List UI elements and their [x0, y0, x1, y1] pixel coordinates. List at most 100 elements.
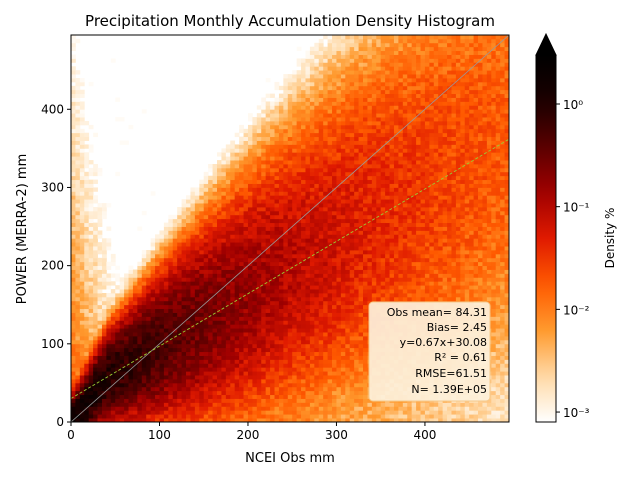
heatmap-cell	[168, 269, 174, 274]
heatmap-cell	[305, 62, 311, 67]
heatmap-cell	[305, 296, 311, 302]
heatmap-cell	[252, 191, 258, 196]
heatmap-cell	[354, 164, 359, 169]
heatmap-cell	[358, 308, 364, 313]
heatmap-cell	[318, 128, 324, 134]
heatmap-cell	[309, 171, 315, 177]
heatmap-cell	[301, 379, 306, 384]
heatmap-cell	[119, 285, 125, 290]
heatmap-cell	[314, 160, 320, 165]
heatmap-cell	[97, 336, 103, 341]
heatmap-cell	[110, 320, 116, 325]
heatmap-cell	[172, 285, 178, 290]
heatmap-cell	[190, 285, 196, 290]
heatmap-cell	[278, 175, 284, 181]
heatmap-cell	[283, 339, 289, 345]
heatmap-cell	[243, 160, 249, 165]
heatmap-cell	[256, 144, 262, 149]
heatmap-cell	[247, 339, 253, 345]
heatmap-cell	[163, 230, 169, 235]
heatmap-cell	[115, 312, 121, 317]
heatmap-cell	[230, 406, 236, 411]
heatmap-cell	[283, 136, 289, 141]
heatmap-cell	[199, 265, 205, 270]
heatmap-cell	[332, 289, 337, 294]
heatmap-cell	[194, 187, 200, 192]
heatmap-cell	[230, 222, 236, 227]
heatmap-cell	[340, 121, 346, 126]
heatmap-cell	[110, 328, 116, 333]
heatmap-cell	[225, 379, 231, 384]
heatmap-cell	[79, 398, 85, 403]
heatmap-cell	[79, 242, 85, 247]
heatmap-cell	[340, 375, 346, 380]
heatmap-cell	[141, 402, 147, 407]
heatmap-cell	[354, 375, 359, 380]
heatmap-cell	[340, 285, 346, 290]
heatmap-cell	[265, 148, 271, 153]
heatmap-cell	[345, 171, 351, 177]
heatmap-cell	[146, 386, 152, 392]
heatmap-cell	[203, 214, 209, 220]
heatmap-cell	[247, 324, 253, 329]
heatmap-cell	[301, 105, 306, 110]
heatmap-cell	[256, 394, 262, 399]
heatmap-cell	[203, 273, 209, 278]
heatmap-cell	[340, 382, 346, 388]
heatmap-cell	[252, 171, 258, 177]
heatmap-cell	[132, 367, 138, 372]
heatmap-cell	[349, 289, 355, 294]
heatmap-cell	[301, 316, 306, 321]
heatmap-cell	[88, 308, 94, 313]
heatmap-cell	[349, 136, 355, 141]
heatmap-cell	[261, 167, 267, 173]
heatmap-cell	[168, 273, 174, 278]
heatmap-cell	[287, 140, 293, 145]
heatmap-cell	[234, 269, 240, 274]
heatmap-cell	[332, 367, 337, 372]
heatmap-cell	[345, 78, 351, 83]
heatmap-cell	[146, 418, 152, 422]
heatmap-cell	[247, 414, 253, 419]
heatmap-cell	[270, 191, 275, 196]
heatmap-cell	[137, 293, 143, 298]
heatmap-cell	[208, 418, 213, 422]
heatmap-cell	[336, 359, 342, 364]
heatmap-cell	[71, 101, 76, 106]
heatmap-cell	[278, 132, 284, 138]
heatmap-cell	[88, 199, 94, 204]
heatmap-cell	[247, 199, 253, 204]
heatmap-cell	[332, 308, 337, 313]
heatmap-cell	[270, 207, 275, 212]
heatmap-cell	[97, 367, 103, 372]
heatmap-cell	[124, 289, 129, 294]
heatmap-cell	[318, 363, 324, 368]
heatmap-cell	[349, 42, 355, 48]
heatmap-cell	[345, 214, 351, 220]
heatmap-cell	[278, 199, 284, 204]
heatmap-cell	[287, 289, 293, 294]
heatmap-cell	[367, 144, 373, 149]
heatmap-cell	[71, 402, 76, 407]
heatmap-cell	[278, 265, 284, 270]
heatmap-cell	[340, 332, 346, 337]
heatmap-cell	[101, 214, 107, 220]
heatmap-cell	[274, 117, 280, 122]
heatmap-cell	[305, 171, 311, 177]
heatmap-cell	[71, 406, 76, 411]
heatmap-cell	[172, 289, 178, 294]
heatmap-cell	[106, 347, 112, 353]
heatmap-cell	[354, 62, 359, 67]
heatmap-cell	[146, 316, 152, 321]
heatmap-cell	[318, 242, 324, 247]
heatmap-cell	[88, 379, 94, 384]
heatmap-cell	[119, 316, 125, 321]
heatmap-cell	[323, 46, 328, 52]
heatmap-cell	[301, 351, 306, 356]
heatmap-cell	[203, 261, 209, 267]
heatmap-cell	[292, 261, 298, 267]
heatmap-cell	[270, 152, 275, 157]
heatmap-cell	[332, 62, 337, 67]
heatmap-cell	[101, 277, 107, 282]
heatmap-cell	[199, 339, 205, 345]
